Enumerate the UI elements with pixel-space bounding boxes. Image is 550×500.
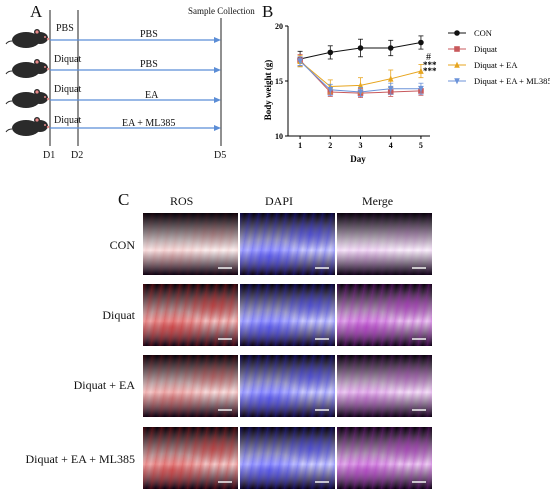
data-point [387, 45, 394, 51]
sample-collection-label: Sample Collection [188, 6, 255, 16]
scale-bar [315, 481, 329, 483]
legend-entry: Diquat + EA + ML385 [474, 76, 550, 86]
legend-marker [454, 61, 460, 68]
micrograph-merge [337, 284, 432, 346]
y-tick-label: 15 [275, 77, 283, 86]
legend-marker [454, 46, 460, 52]
significance-stars-1: *** [423, 60, 437, 70]
scale-bar [218, 267, 232, 269]
scale-bar [315, 338, 329, 340]
micrograph-ros [143, 213, 238, 275]
mouse-icon [5, 59, 50, 78]
day-label-d1: D1 [43, 150, 56, 161]
y-tick-label: 10 [275, 132, 283, 141]
x-tick-label: 4 [389, 141, 393, 150]
scale-bar [412, 481, 426, 483]
arrow-head [214, 67, 221, 73]
day-label-d2: D2 [71, 150, 84, 161]
row1-left-label: PBS [56, 23, 74, 34]
legend-marker [454, 30, 460, 36]
scale-bar [218, 338, 232, 340]
mouse-icon [5, 117, 50, 136]
data-point [357, 45, 364, 51]
x-tick-label: 5 [419, 141, 423, 150]
body-weight-chart: 10 15 20 1 2 3 4 5 Body weight (g) Day # *** **… [263, 22, 550, 164]
row3-right-label: EA [145, 90, 159, 101]
micrograph-merge [337, 213, 432, 275]
data-point [297, 58, 303, 65]
row4-left-label: Diquat [54, 115, 82, 126]
row2-left-label: Diquat [54, 54, 82, 65]
row-label-con: CON [109, 238, 135, 252]
scale-bar [412, 409, 426, 411]
micrograph-merge [337, 355, 432, 417]
panel-c-letter: C [118, 190, 130, 209]
data-point [387, 75, 394, 82]
row4-right-label: EA + ML385 [122, 118, 176, 129]
scale-bar [315, 267, 329, 269]
legend-marker [454, 78, 460, 85]
data-point [387, 85, 394, 93]
data-point [357, 82, 364, 89]
row3-left-label: Diquat [54, 84, 82, 95]
mouse-icon [5, 29, 50, 48]
micrograph-dapi [240, 427, 335, 489]
micrograph-merge [337, 427, 432, 489]
micrograph-dapi [240, 284, 335, 346]
significance-stars-2: *** [423, 66, 437, 76]
scale-bar [218, 481, 232, 483]
data-point [327, 49, 334, 56]
row-label-diquat-ea: Diquat + EA [73, 378, 135, 392]
row-label-diquat: Diquat [102, 308, 135, 322]
x-tick-label: 1 [298, 141, 302, 150]
col-header-merge: Merge [362, 194, 394, 208]
y-axis-label: Body weight (g) [263, 60, 273, 121]
arrow-head [214, 97, 221, 103]
arrow-head [214, 125, 221, 131]
row-label-diquat-ea-ml385: Diquat + EA + ML385 [25, 452, 135, 466]
x-tick-label: 2 [328, 141, 332, 150]
micrograph-ros [143, 355, 238, 417]
micrograph-dapi [240, 355, 335, 417]
scale-bar [315, 409, 329, 411]
significance-hash: # [426, 52, 431, 63]
x-tick-label: 3 [359, 141, 363, 150]
row2-right-label: PBS [140, 59, 158, 70]
x-axis-label: Day [350, 154, 366, 164]
y-tick-label: 20 [275, 22, 283, 31]
scale-bar [412, 267, 426, 269]
scale-bar [412, 338, 426, 340]
col-header-dapi: DAPI [265, 194, 294, 208]
panel-a-diagram [5, 10, 222, 146]
micrograph-ros [143, 284, 238, 346]
panel-a-letter: A [30, 2, 43, 21]
arrow-head [214, 37, 221, 43]
scale-bar [218, 409, 232, 411]
data-point [418, 67, 424, 74]
mouse-icon [5, 89, 50, 108]
panel-b-letter: B [262, 2, 274, 21]
micrograph-dapi [240, 213, 335, 275]
data-point [327, 87, 334, 94]
data-point [418, 39, 424, 46]
micrograph-ros [143, 427, 238, 489]
legend-entry: Diquat + EA [474, 60, 518, 70]
data-point [418, 85, 424, 93]
legend-entry: CON [474, 28, 492, 38]
row1-right-label: PBS [140, 29, 158, 40]
legend-entry: Diquat [474, 44, 498, 54]
day-label-d5: D5 [214, 150, 227, 161]
data-point [357, 89, 364, 96]
col-header-ros: ROS [170, 194, 194, 208]
